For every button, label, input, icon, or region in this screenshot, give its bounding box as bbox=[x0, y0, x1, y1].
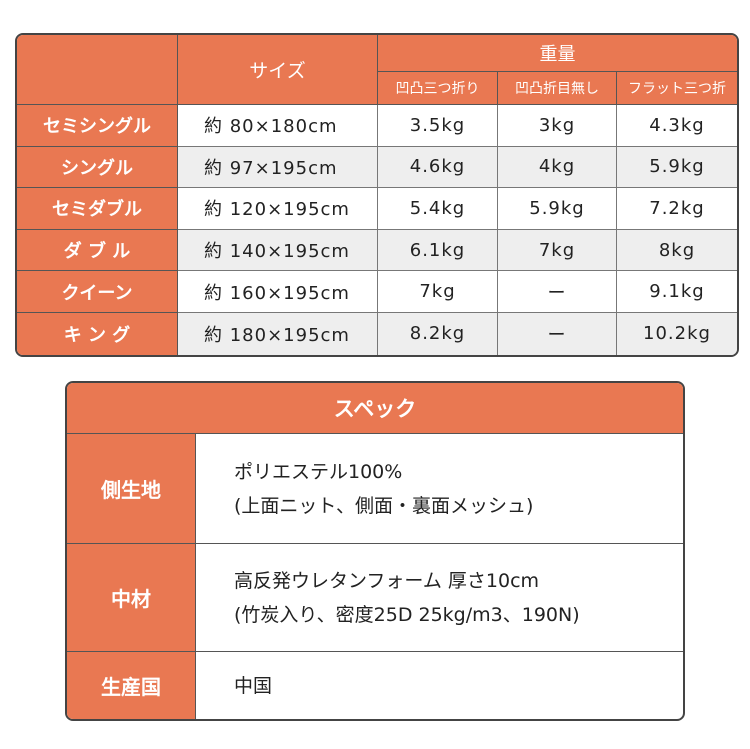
weight-cell: 7.2kg bbox=[617, 188, 737, 230]
weight-cell: 5.4kg bbox=[378, 188, 498, 230]
spec-row: 中材 高反発ウレタンフォーム 厚さ10cm (竹炭入り、密度25D 25kg/m3、… bbox=[67, 544, 683, 652]
table-row: クイーン約 160×195cm 7kg ー 9.1kg bbox=[17, 271, 737, 313]
row-label: シングル bbox=[17, 146, 178, 189]
weight-cell: 10.2kg bbox=[617, 312, 737, 355]
row-label: キ ン グ bbox=[17, 312, 178, 355]
spec-value: 中国 bbox=[196, 652, 683, 719]
weight-cell: 5.9kg bbox=[617, 146, 737, 189]
spec-value: ポリエステル100% (上面ニット、側面・裏面メッシュ) bbox=[196, 434, 683, 544]
corner-cell bbox=[17, 35, 178, 105]
row-label: ダ ブ ル bbox=[17, 229, 178, 272]
size-cell: 約 80×180cm bbox=[178, 105, 378, 147]
weight-cell: 4kg bbox=[498, 146, 617, 189]
table-row: ダ ブ ル約 140×195cm 6.1kg 7kg 8kg bbox=[17, 229, 737, 272]
weight-cell: 8.2kg bbox=[378, 312, 498, 355]
weight-header: 重量 bbox=[378, 35, 737, 72]
size-cell: 約 180×195cm bbox=[178, 312, 378, 355]
size-cell: 約 97×195cm bbox=[178, 146, 378, 189]
spec-label: 側生地 bbox=[67, 434, 196, 544]
spec-line: (上面ニット、側面・裏面メッシュ) bbox=[234, 494, 534, 517]
weight-cell: 9.1kg bbox=[617, 271, 737, 313]
weight-cell: 3kg bbox=[498, 105, 617, 147]
spec-line: 高反発ウレタンフォーム 厚さ10cm bbox=[234, 569, 540, 592]
weight-cell: 8kg bbox=[617, 229, 737, 272]
weight-cell: 3.5kg bbox=[378, 105, 498, 147]
spec-title: スペック bbox=[67, 383, 683, 434]
spec-line: (竹炭入り、密度25D 25kg/m3、190N) bbox=[234, 603, 580, 626]
size-cell: 約 120×195cm bbox=[178, 188, 378, 230]
table-row: シングル約 97×195cm 4.6kg 4kg 5.9kg bbox=[17, 146, 737, 189]
table-row: セミシングル約 80×180cm 3.5kg 3kg 4.3kg bbox=[17, 105, 737, 147]
weight-cell: 7kg bbox=[378, 271, 498, 313]
size-weight-table: サイズ 重量 凹凸三つ折り 凹凸折目無し フラット三つ折 セミシングル約 80×18… bbox=[15, 33, 739, 357]
weight-cell: 7kg bbox=[498, 229, 617, 272]
weight-cell: 4.6kg bbox=[378, 146, 498, 189]
spec-line: 中国 bbox=[234, 674, 273, 697]
spec-label: 中材 bbox=[67, 544, 196, 652]
table-row: キ ン グ約 180×195cm 8.2kg ー 10.2kg bbox=[17, 312, 737, 355]
spec-row: 側生地 ポリエステル100% (上面ニット、側面・裏面メッシュ) bbox=[67, 434, 683, 544]
table-row: セミダブル約 120×195cm 5.4kg 5.9kg 7.2kg bbox=[17, 188, 737, 230]
size-header: サイズ bbox=[178, 35, 378, 105]
spec-value: 高反発ウレタンフォーム 厚さ10cm (竹炭入り、密度25D 25kg/m3、19… bbox=[196, 544, 683, 652]
spec-label: 生産国 bbox=[67, 652, 196, 719]
spec-table: スペック 側生地 ポリエステル100% (上面ニット、側面・裏面メッシュ) 中材 高反発… bbox=[65, 381, 685, 721]
subheader: 凹凸三つ折り bbox=[378, 72, 498, 105]
row-label: セミダブル bbox=[17, 188, 178, 230]
row-label: クイーン bbox=[17, 271, 178, 313]
spec-row: 生産国 中国 bbox=[67, 652, 683, 719]
spec-line: ポリエステル100% bbox=[234, 460, 403, 483]
weight-cell: ー bbox=[498, 312, 617, 355]
weight-cell: 5.9kg bbox=[498, 188, 617, 230]
weight-cell: 4.3kg bbox=[617, 105, 737, 147]
weight-cell: 6.1kg bbox=[378, 229, 498, 272]
size-cell: 約 140×195cm bbox=[178, 229, 378, 272]
subheader: 凹凸折目無し bbox=[498, 72, 617, 105]
subheader: フラット三つ折 bbox=[617, 72, 737, 105]
weight-cell: ー bbox=[498, 271, 617, 313]
size-cell: 約 160×195cm bbox=[178, 271, 378, 313]
row-label: セミシングル bbox=[17, 105, 178, 147]
